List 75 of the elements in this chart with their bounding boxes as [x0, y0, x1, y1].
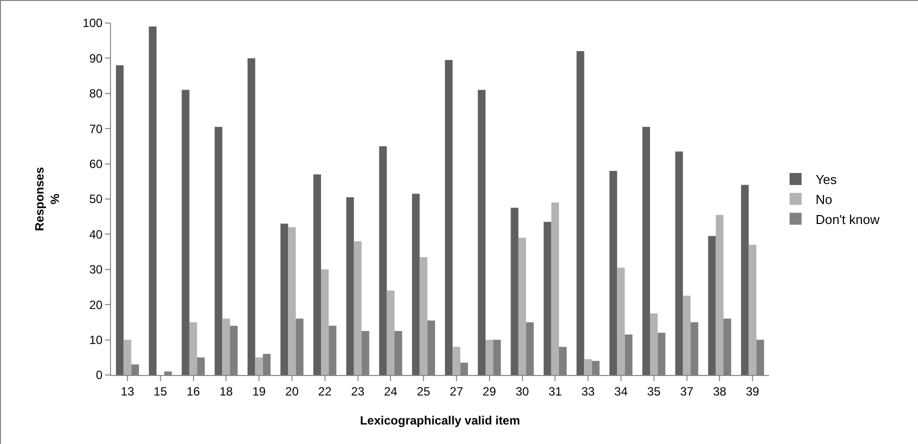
bar	[321, 269, 329, 375]
x-tick-label: 20	[285, 384, 299, 398]
bar	[116, 65, 124, 375]
bar	[748, 244, 756, 375]
bar	[584, 359, 592, 375]
x-axis-title: Lexicographically valid item	[360, 413, 520, 428]
bar	[148, 26, 157, 375]
bar	[124, 340, 132, 375]
x-tick-label: 38	[712, 384, 727, 398]
x-tick-label: 37	[680, 384, 694, 398]
y-axis-title: Responses %	[32, 166, 62, 232]
x-tick-label: 33	[581, 384, 596, 398]
bar	[486, 340, 494, 375]
bar	[255, 357, 263, 375]
y-tick-label: 20	[89, 298, 103, 312]
x-tick-label: 13	[120, 384, 134, 398]
bar	[182, 90, 190, 375]
bar	[675, 151, 683, 375]
bar	[420, 257, 428, 375]
bar	[444, 60, 453, 375]
legend-label: Yes	[816, 172, 838, 188]
legend-label: Don't know	[816, 212, 880, 227]
x-tick-label: 39	[746, 384, 760, 398]
y-tick-label: 80	[89, 86, 103, 101]
x-tick-label: 19	[252, 384, 266, 398]
x-tick-label: 35	[647, 384, 661, 398]
bar	[682, 296, 691, 375]
bar	[354, 241, 362, 375]
bar	[222, 318, 230, 375]
y-tick-label: 0	[96, 368, 103, 382]
bar	[650, 313, 658, 375]
bar	[214, 126, 222, 375]
x-tick-label: 29	[482, 384, 496, 398]
bar	[248, 58, 256, 375]
bar	[617, 268, 625, 375]
bar	[518, 238, 526, 375]
bar	[386, 290, 394, 375]
bar	[510, 208, 518, 375]
bar	[576, 51, 584, 375]
y-tick-label: 50	[89, 192, 103, 206]
bar	[478, 90, 486, 375]
x-tick-label: 34	[614, 384, 628, 398]
y-tick-label: 60	[89, 157, 103, 171]
x-tick-label: 18	[219, 384, 234, 398]
bar	[379, 146, 387, 375]
bar	[609, 170, 618, 375]
bar	[313, 174, 322, 375]
y-tick-label: 40	[89, 227, 103, 242]
x-tick-label: 30	[516, 384, 530, 398]
bar	[346, 197, 354, 375]
bar	[189, 322, 198, 375]
bar	[741, 184, 749, 375]
bar	[551, 202, 559, 375]
bar	[642, 126, 650, 375]
bar	[716, 214, 724, 375]
x-tick-label: 31	[548, 384, 562, 398]
x-tick-label: 23	[351, 384, 365, 398]
bar	[280, 224, 288, 375]
bar	[544, 222, 552, 375]
x-tick-label: 22	[318, 384, 332, 398]
y-tick-label: 100	[82, 16, 103, 30]
legend-label: No	[816, 192, 832, 207]
bar	[708, 236, 716, 375]
y-tick-label: 70	[89, 122, 103, 136]
y-tick-label: 10	[89, 333, 103, 347]
x-tick-label: 27	[450, 384, 464, 398]
y-tick-label: 30	[89, 262, 103, 277]
bar	[412, 194, 420, 375]
x-tick-label: 25	[416, 384, 431, 398]
bar	[452, 346, 460, 375]
y-tick-label: 90	[89, 51, 103, 66]
x-tick-label: 15	[154, 384, 168, 398]
bar	[288, 227, 296, 375]
x-tick-label: 24	[384, 384, 398, 398]
x-tick-label: 16	[186, 384, 200, 398]
